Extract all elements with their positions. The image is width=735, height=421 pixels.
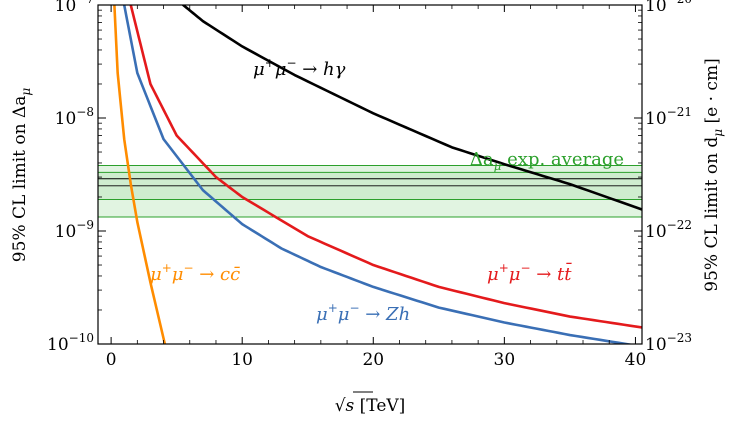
series-line-0 xyxy=(181,5,642,211)
x-axis-title: √s [TeV] xyxy=(335,396,406,416)
ticks-layer: 0 10 20 30 40 10−10 10−9 10−8 10−7 10−23 10−22 10−2… xyxy=(47,0,692,370)
curve-label-3: μ+μ− → cc̄ xyxy=(150,261,240,285)
x-tick-label: 0 xyxy=(106,350,117,370)
series-line-1 xyxy=(129,5,642,329)
curve-label-1: μ+μ− → tt̄ xyxy=(487,261,572,285)
y-right-tick-label: 10−23 xyxy=(645,331,692,355)
series-layer xyxy=(113,5,642,344)
series-line-3 xyxy=(113,5,167,344)
exp-average-band xyxy=(98,164,642,218)
y-tick-label: 10−10 xyxy=(47,331,94,355)
y-tick-label: 10−8 xyxy=(55,105,94,129)
x-tick-label: 20 xyxy=(362,350,384,370)
x-tick-label: 10 xyxy=(231,350,253,370)
plot-frame xyxy=(97,4,643,345)
x-tick-label: 40 xyxy=(625,350,647,370)
y-left-title: 95% CL limit on Δaμ xyxy=(10,88,33,263)
y-tick-label: 10−9 xyxy=(55,218,94,242)
y-right-title: 95% CL limit on dμ [e · cm] xyxy=(702,58,725,291)
y-right-tick-label: 10−20 xyxy=(645,0,692,16)
series-line-2 xyxy=(122,5,635,344)
y-right-tick-label: 10−21 xyxy=(645,105,692,129)
y-right-tick-label: 10−22 xyxy=(645,218,692,242)
curve-label-2: μ+μ− → Zh xyxy=(316,301,410,325)
y-tick-label: 10−7 xyxy=(55,0,94,16)
curve-label-0: μ+μ− → hγ xyxy=(253,56,346,80)
band-label: Δaμ exp. average xyxy=(470,149,624,173)
x-tick-label: 30 xyxy=(494,350,516,370)
labels-layer: √s [TeV] 95% CL limit on Δaμ 95% CL limit … xyxy=(10,56,725,416)
